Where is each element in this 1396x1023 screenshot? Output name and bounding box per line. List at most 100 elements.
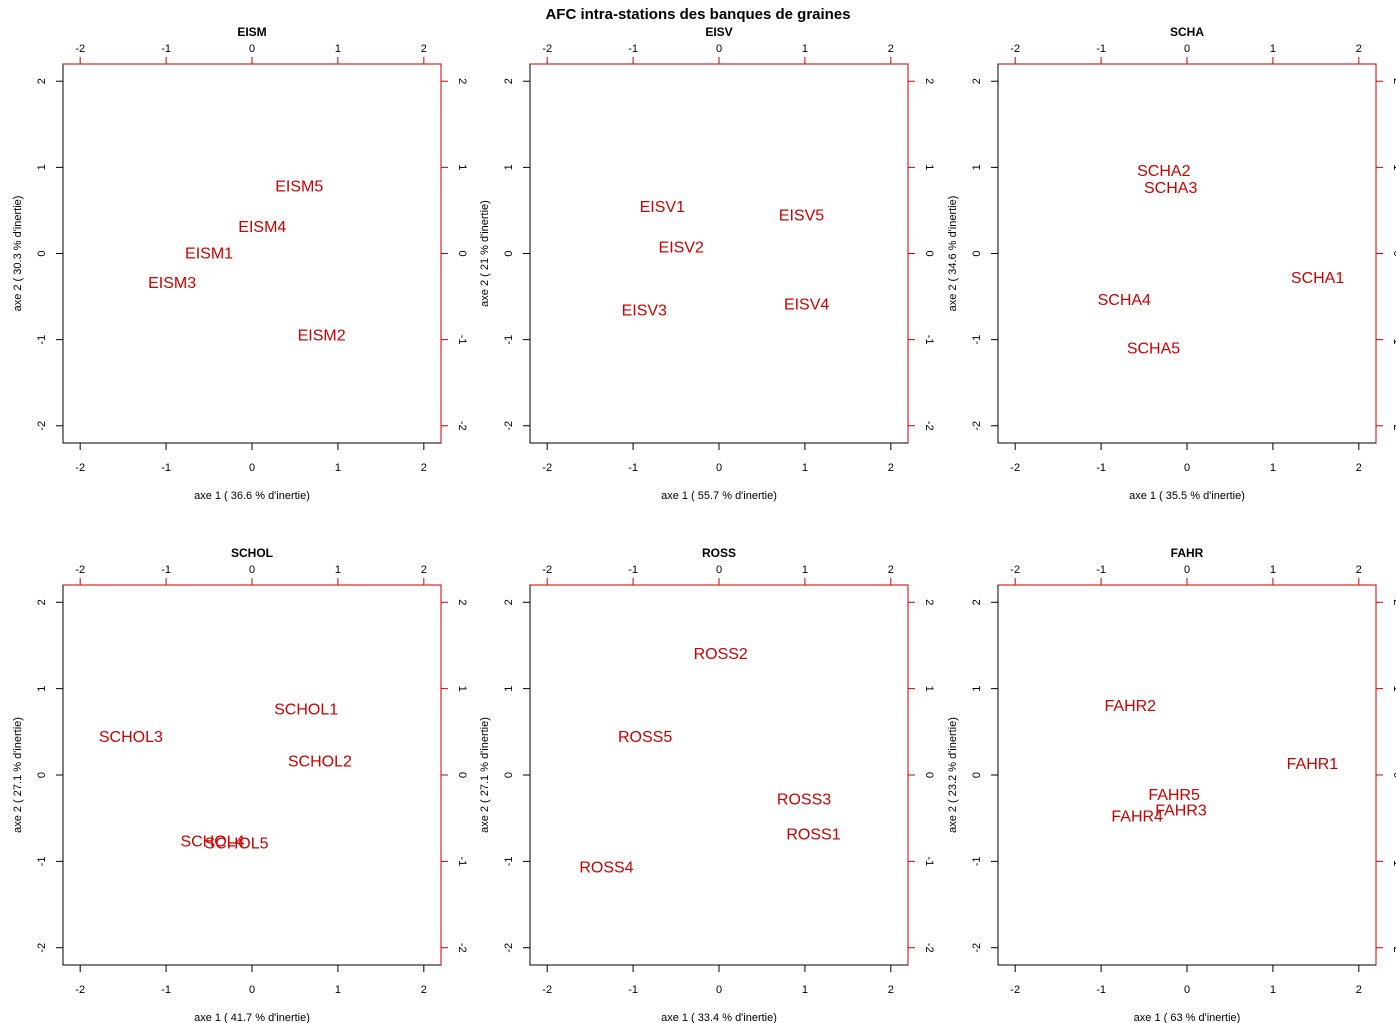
y-tick-label-right: -2 <box>456 421 468 431</box>
y-tick-label-right: 1 <box>1391 164 1396 170</box>
y-tick-label-left: 0 <box>971 772 983 778</box>
y-tick-label-left: 2 <box>36 599 48 605</box>
x-tick-label-bottom: 2 <box>888 984 894 996</box>
point-label: SCHOL1 <box>274 702 338 719</box>
y-tick-label-left: -1 <box>503 856 515 866</box>
y-tick-label-right: 2 <box>456 78 468 84</box>
x-tick-label-top: -2 <box>75 43 85 55</box>
plot-frame <box>997 584 1377 966</box>
y-tick-label-left: -1 <box>36 856 48 866</box>
panel-title: ROSS <box>702 546 736 560</box>
point-label: SCHA4 <box>1098 292 1151 309</box>
point-label: ROSS4 <box>579 860 633 877</box>
y-tick-label-right: 1 <box>923 164 935 170</box>
point-label: EISV4 <box>784 296 829 313</box>
y-tick-label-right: 2 <box>1391 78 1396 84</box>
point-label: EISM1 <box>185 246 233 263</box>
x-tick-label-top: 0 <box>249 43 255 55</box>
panel-title: EISM <box>237 25 266 39</box>
x-tick-label-top: 2 <box>1356 43 1362 55</box>
point-label: EISV5 <box>779 208 824 225</box>
point-label: EISV3 <box>622 302 667 319</box>
x-tick-label-bottom: 2 <box>1356 462 1362 474</box>
x-tick-label-top: 2 <box>1356 564 1362 576</box>
x-tick-label-top: -2 <box>542 43 552 55</box>
plot-frame <box>529 584 909 966</box>
x-tick-label-bottom: -1 <box>1096 984 1106 996</box>
y-tick-label-right: -1 <box>923 856 935 866</box>
x-tick-label-bottom: 1 <box>1270 462 1276 474</box>
x-tick-label-bottom: 0 <box>716 462 722 474</box>
x-tick-label-bottom: 2 <box>888 462 894 474</box>
x-tick-label-bottom: 0 <box>249 984 255 996</box>
x-tick-label-top: 1 <box>1270 564 1276 576</box>
point-label: EISV2 <box>659 240 704 257</box>
y-tick-label-right: -2 <box>1391 421 1396 431</box>
y-tick-label-right: 0 <box>923 772 935 778</box>
x-tick-label-top: 2 <box>888 43 894 55</box>
y-tick-label-left: 2 <box>36 78 48 84</box>
point-label: SCHOL4 <box>180 834 244 851</box>
point-label: FAHR2 <box>1105 698 1157 715</box>
point-label: EISM3 <box>148 275 196 292</box>
y-tick-label-left: 0 <box>36 250 48 256</box>
y-tick-label-left: -1 <box>971 335 983 345</box>
panel-title: SCHA <box>1170 25 1204 39</box>
plot-frame <box>62 584 442 966</box>
point-label: FAHR1 <box>1287 756 1339 773</box>
y-tick-label-right: -1 <box>456 856 468 866</box>
panel-title: EISV <box>705 25 732 39</box>
x-tick-label-top: 0 <box>716 564 722 576</box>
y-tick-label-right: 1 <box>923 686 935 692</box>
point-label: EISM5 <box>275 178 323 195</box>
plot-frame <box>529 63 909 444</box>
x-tick-label-top: 1 <box>335 43 341 55</box>
y-axis-label: axe 2 ( 30.3 % d'inertie) <box>12 196 24 312</box>
y-tick-label-left: 0 <box>36 772 48 778</box>
y-tick-label-right: 0 <box>1391 250 1396 256</box>
x-tick-label-bottom: -2 <box>542 984 552 996</box>
x-tick-label-bottom: -2 <box>1010 462 1020 474</box>
x-tick-label-bottom: -2 <box>75 984 85 996</box>
y-tick-label-left: 1 <box>971 686 983 692</box>
y-tick-label-right: -1 <box>1391 856 1396 866</box>
x-tick-label-bottom: -2 <box>75 462 85 474</box>
point-label: EISV1 <box>640 199 685 216</box>
x-tick-label-bottom: 0 <box>1184 984 1190 996</box>
point-label: ROSS1 <box>786 827 840 844</box>
y-axis-label: axe 2 ( 23.2 % d'inertie) <box>947 717 959 833</box>
x-axis-label: axe 1 ( 33.4 % d'inertie) <box>661 1012 777 1023</box>
y-tick-label-left: -1 <box>36 335 48 345</box>
y-tick-label-right: 2 <box>456 599 468 605</box>
y-tick-label-left: 2 <box>971 78 983 84</box>
y-tick-label-left: 1 <box>503 686 515 692</box>
x-tick-label-bottom: -1 <box>161 462 171 474</box>
x-tick-label-bottom: 2 <box>1356 984 1362 996</box>
figure-title: AFC intra-stations des banques de graine… <box>545 6 851 23</box>
point-label: ROSS2 <box>694 646 748 663</box>
y-tick-label-left: -2 <box>971 943 983 953</box>
y-tick-label-left: -2 <box>503 943 515 953</box>
y-tick-label-right: -2 <box>923 943 935 953</box>
x-tick-label-top: 0 <box>716 43 722 55</box>
x-tick-label-bottom: 0 <box>1184 462 1190 474</box>
y-axis-label: axe 2 ( 27.1 % d'inertie) <box>479 717 491 833</box>
y-axis-label: axe 2 ( 27.1 % d'inertie) <box>12 717 24 833</box>
plot-frame <box>997 63 1377 444</box>
x-tick-label-bottom: 0 <box>249 462 255 474</box>
y-tick-label-left: 2 <box>503 78 515 84</box>
x-tick-label-top: -1 <box>628 43 638 55</box>
point-label: EISM4 <box>238 219 286 236</box>
x-tick-label-top: 1 <box>1270 43 1276 55</box>
panel-title: SCHOL <box>231 546 273 560</box>
y-tick-label-right: 0 <box>923 250 935 256</box>
point-label: SCHA2 <box>1137 163 1190 180</box>
point-label: SCHA3 <box>1144 180 1197 197</box>
x-tick-label-top: 0 <box>249 564 255 576</box>
plot-frame <box>62 63 442 444</box>
x-tick-label-top: 1 <box>802 564 808 576</box>
x-tick-label-bottom: 1 <box>335 984 341 996</box>
x-tick-label-top: -1 <box>628 564 638 576</box>
x-tick-label-bottom: 2 <box>421 984 427 996</box>
